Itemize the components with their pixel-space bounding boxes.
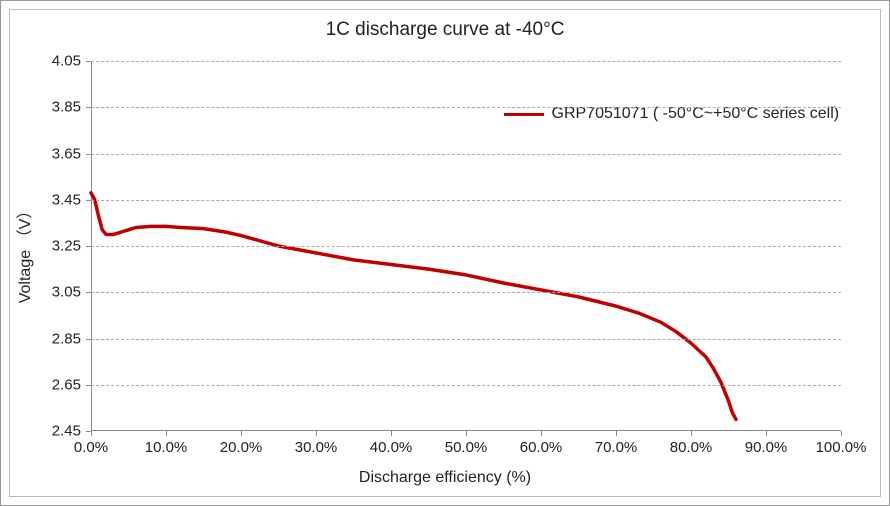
y-tick-label: 2.85 [52, 330, 91, 347]
chart-title: 1C discharge curve at -40°C [1, 19, 889, 41]
grid-line [91, 200, 841, 201]
y-tick-label: 4.05 [52, 53, 91, 70]
x-tick-label: 50.0% [445, 431, 488, 456]
x-axis-title: Discharge efficiency (%) [1, 469, 889, 487]
grid-line [91, 339, 841, 340]
grid-line [91, 61, 841, 62]
legend-swatch [504, 113, 544, 116]
x-tick-label: 10.0% [145, 431, 188, 456]
chart-container: 1C discharge curve at -40°C Voltage （V） … [0, 0, 890, 506]
x-tick-label: 20.0% [220, 431, 263, 456]
x-tick-label: 40.0% [370, 431, 413, 456]
y-tick-label: 3.85 [52, 99, 91, 116]
y-axis-title: Voltage （V） [11, 203, 35, 304]
grid-line [91, 154, 841, 155]
y-tick-label: 3.45 [52, 191, 91, 208]
x-tick-label: 60.0% [520, 431, 563, 456]
y-tick-label: 3.65 [52, 145, 91, 162]
grid-line [91, 385, 841, 386]
y-tick-label: 2.65 [52, 376, 91, 393]
plot-area: GRP7051071 ( -50°C~+50°C series cell) 2.… [91, 61, 841, 431]
x-tick-label: 70.0% [595, 431, 638, 456]
y-tick-label: 3.05 [52, 284, 91, 301]
x-tick-label: 100.0% [816, 431, 867, 456]
x-tick-label: 80.0% [670, 431, 713, 456]
y-tick-label: 3.25 [52, 238, 91, 255]
x-tick-label: 90.0% [745, 431, 788, 456]
grid-line [91, 107, 841, 108]
grid-line [91, 246, 841, 247]
x-tick-label: 30.0% [295, 431, 338, 456]
x-tick-label: 0.0% [74, 431, 108, 456]
grid-line [91, 292, 841, 293]
